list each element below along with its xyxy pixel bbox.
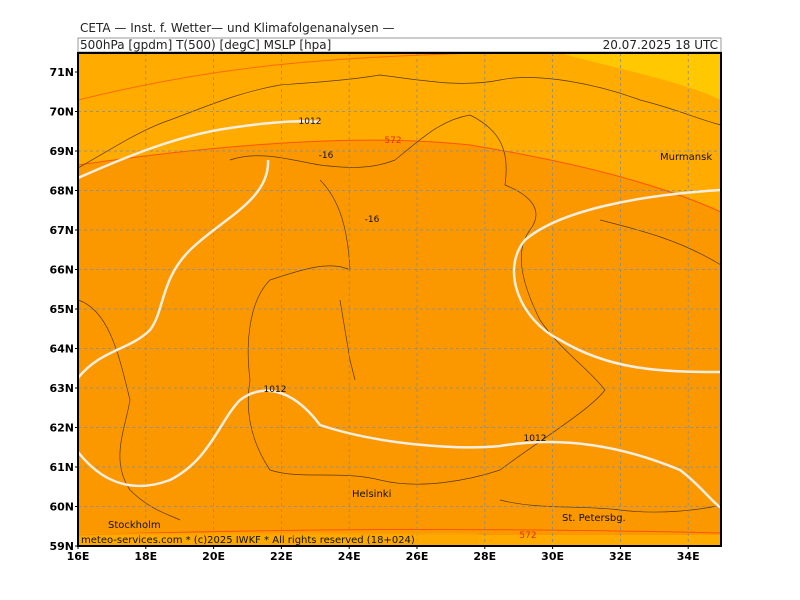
lon-label: 32E [609, 550, 632, 563]
contour-label: -16 [319, 151, 334, 161]
lon-label: 26E [406, 550, 429, 563]
lat-label: 67N [49, 224, 74, 237]
graticule [78, 53, 721, 546]
place-labels: Murmansk Helsinki Stockholm St. Petersbg. [108, 152, 712, 531]
axes: 71N70N69N68N67N66N65N64N63N62N61N60N59N1… [49, 66, 699, 563]
lat-label: 66N [49, 264, 74, 277]
header-datetime: 20.07.2025 18 UTC [603, 38, 718, 52]
lon-label: 22E [270, 550, 293, 563]
lat-label: 64N [49, 343, 74, 356]
field-band [78, 53, 721, 100]
contour-label: 572 [384, 136, 401, 146]
field-band [78, 53, 721, 212]
lon-label: 18E [134, 550, 157, 563]
contour-label: 1012 [299, 117, 322, 127]
contour-label: 1012 [264, 385, 287, 395]
place-label: Helsinki [352, 489, 391, 500]
contour-label: 1012 [524, 434, 547, 444]
footer: meteo-services.com * (c)2025 IWKF * All … [81, 535, 415, 546]
lon-label: 28E [473, 550, 496, 563]
header-params: 500hPa [gpdm] T(500) [degC] MSLP [hpa] [80, 38, 331, 52]
contour-label: -16 [365, 215, 380, 225]
lon-label: 34E [677, 550, 700, 563]
isotherm [77, 52, 481, 101]
map-frame [77, 52, 722, 547]
lon-label: 30E [541, 550, 564, 563]
contour-labels: 1012 572 -16 -16 1012 1012 572 [264, 117, 547, 541]
isobars [77, 120, 722, 510]
place-label: Stockholm [108, 520, 161, 531]
lat-label: 71N [49, 66, 74, 79]
place-label: Murmansk [660, 152, 712, 163]
isotherm [77, 139, 722, 213]
lon-label: 24E [338, 550, 361, 563]
lon-label: 16E [67, 550, 90, 563]
footer-bg [78, 533, 478, 545]
lat-label: 60N [49, 501, 74, 514]
isotherm [77, 528, 722, 536]
place-label: St. Petersbg. [562, 513, 626, 524]
lat-label: 68N [49, 185, 74, 198]
lat-label: 62N [49, 422, 74, 435]
lat-label: 61N [49, 461, 74, 474]
lat-label: 65N [49, 303, 74, 316]
lat-label: 59N [49, 540, 74, 553]
header-title: CETA — Inst. f. Wetter— und Klimafolgena… [80, 21, 395, 35]
lat-label: 69N [49, 145, 74, 158]
map-area: 1012 572 -16 -16 1012 1012 572 Murmansk Helsink… [77, 52, 722, 547]
contour-label: 572 [519, 531, 536, 541]
lon-label: 20E [202, 550, 225, 563]
lat-label: 63N [49, 382, 74, 395]
lat-label: 70N [49, 106, 74, 119]
